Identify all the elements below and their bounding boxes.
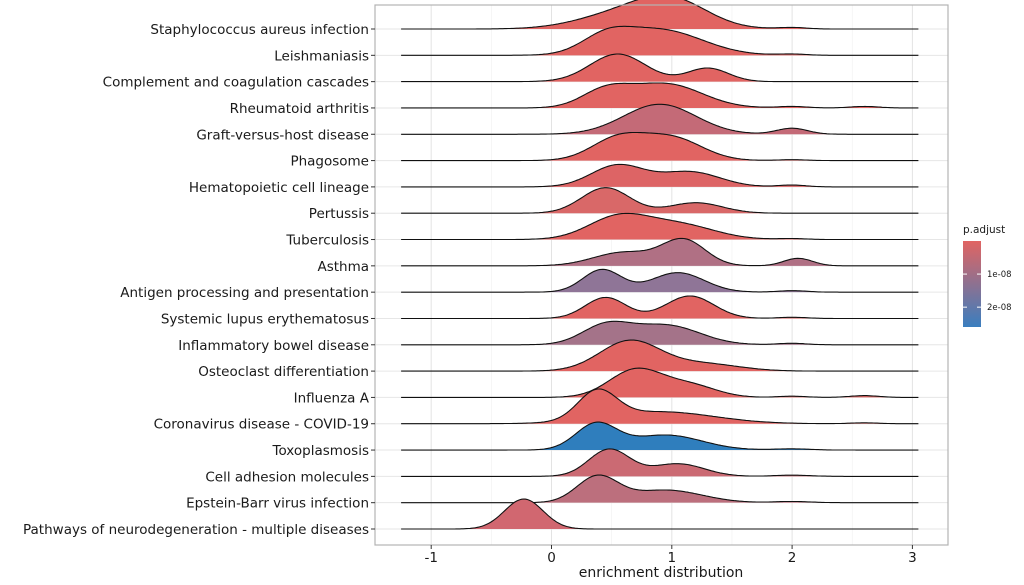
- ridge-phagosome: [401, 131, 919, 162]
- ridge-coronavirus-disease-covid-19: [401, 388, 919, 425]
- y-tick-label: Cell adhesion molecules: [205, 469, 369, 485]
- y-tick-label: Tuberculosis: [285, 233, 369, 249]
- ridge-fill: [540, 238, 834, 266]
- ridge-graft-versus-host-disease: [401, 103, 919, 135]
- ridges: [401, 0, 919, 530]
- y-tick-label: Coronavirus disease - COVID-19: [154, 417, 369, 433]
- y-tick-label: Graft-versus-host disease: [196, 127, 369, 143]
- ridge-fill: [537, 83, 890, 108]
- ridge-cell-adhesion-molecules: [401, 448, 919, 477]
- y-tick-label: Antigen processing and presentation: [120, 285, 369, 301]
- ridge-outline: [401, 82, 919, 109]
- ridge-outline: [401, 131, 919, 162]
- ridge-outline: [401, 187, 919, 214]
- y-tick-label: Pathways of neurodegeneration - multiple…: [23, 522, 369, 538]
- x-axis-title: enrichment distribution: [579, 565, 744, 581]
- ridge-fill: [556, 368, 891, 398]
- x-tick-label: 1: [668, 550, 677, 566]
- colorbar-tick-label: 2e-08: [987, 303, 1012, 313]
- ridge-outline: [401, 339, 919, 372]
- ridge-pertussis: [401, 187, 919, 214]
- ridge-fill: [537, 321, 817, 345]
- ridge-rheumatoid-arthritis: [401, 82, 919, 109]
- y-tick-label: Hematopoietic cell lineage: [189, 180, 369, 196]
- y-tick-label: Complement and coagulation cascades: [103, 75, 369, 91]
- ridge-outline: [401, 0, 919, 30]
- ridge-systemic-lupus-erythematosus: [401, 295, 919, 320]
- ridge-asthma: [401, 237, 919, 267]
- y-tick-label: Toxoplasmosis: [272, 443, 369, 459]
- y-tick-label: Influenza A: [294, 390, 370, 406]
- ridge-pathways-of-neurodegeneration-multiple-diseases: [401, 498, 919, 530]
- ridge-outline: [401, 25, 919, 56]
- ridge-influenza-a: [401, 367, 919, 398]
- ridge-outline: [401, 295, 919, 320]
- y-tick-label: Rheumatoid arthritis: [230, 101, 369, 117]
- x-tick-label: 2: [788, 550, 797, 566]
- y-tick-label: Systemic lupus erythematosus: [161, 311, 369, 327]
- ridge-fill: [549, 448, 822, 477]
- plot-panel-border: [374, 4, 949, 546]
- ridge-fill: [502, 0, 817, 29]
- ridge-fill: [547, 296, 815, 319]
- ridge-outline: [401, 388, 919, 425]
- ridge-outline: [401, 498, 919, 530]
- ridge-leishmaniasis: [401, 25, 919, 56]
- ridge-fill: [537, 475, 822, 503]
- ridge-outline: [401, 421, 919, 451]
- ridge-outline: [401, 474, 919, 504]
- ridge-outline: [401, 212, 919, 241]
- ridge-fill: [535, 187, 765, 214]
- ridge-fill: [466, 499, 583, 529]
- x-axis: -1 0 1 2 3: [424, 545, 917, 566]
- ridge-fill: [540, 132, 814, 161]
- ridge-tuberculosis: [401, 212, 919, 241]
- y-tick-label: Phagosome: [290, 154, 369, 170]
- legend-title: p.adjust: [963, 224, 1005, 236]
- ridge-complement-and-coagulation-cascades: [401, 53, 919, 83]
- ridge-outline: [401, 448, 919, 477]
- ridge-staphylococcus-aureus-infection: [401, 0, 919, 30]
- y-tick-label: Leishmaniasis: [274, 48, 369, 64]
- x-tick-label: -1: [424, 550, 437, 566]
- ridge-inflammatory-bowel-disease: [401, 320, 919, 346]
- ridge-outline: [401, 320, 919, 346]
- ridge-hematopoietic-cell-lineage: [401, 163, 919, 188]
- ridge-fill: [540, 164, 819, 187]
- ridge-fill: [546, 269, 817, 293]
- ridge-fill: [530, 26, 817, 56]
- x-tick-label: 0: [547, 550, 556, 566]
- ridge-outline: [401, 268, 919, 293]
- ridge-fill: [535, 54, 764, 82]
- legend: p.adjust 1e-08 2e-08: [963, 224, 1012, 327]
- y-tick-label: Epstein-Barr virus infection: [186, 496, 369, 512]
- y-tick-label: Osteoclast differentiation: [198, 364, 369, 380]
- ridge-fill: [539, 340, 793, 372]
- y-axis-labels: Staphylococcus aureus infection Leishmani…: [23, 22, 375, 538]
- ridge-toxoplasmosis: [401, 421, 919, 451]
- ridge-outline: [401, 163, 919, 188]
- ridge-antigen-processing-and-presentation: [401, 268, 919, 293]
- colorbar: [963, 241, 981, 327]
- ridge-fill: [513, 389, 886, 424]
- ridge-osteoclast-differentiation: [401, 339, 919, 372]
- ridge-epstein-barr-virus-infection: [401, 474, 919, 504]
- ridge-fill: [551, 104, 829, 135]
- colorbar-tick-label: 1e-08: [987, 270, 1012, 280]
- y-tick-label: Inflammatory bowel disease: [178, 338, 369, 354]
- ridge-outline: [401, 103, 919, 135]
- ridge-outline: [401, 367, 919, 398]
- x-tick-label: 3: [908, 550, 917, 566]
- y-tick-label: Pertussis: [309, 206, 369, 222]
- y-tick-label: Staphylococcus aureus infection: [150, 22, 369, 38]
- ridge-outline: [401, 53, 919, 83]
- ridge-outline: [401, 237, 919, 267]
- y-tick-label: Asthma: [317, 259, 369, 275]
